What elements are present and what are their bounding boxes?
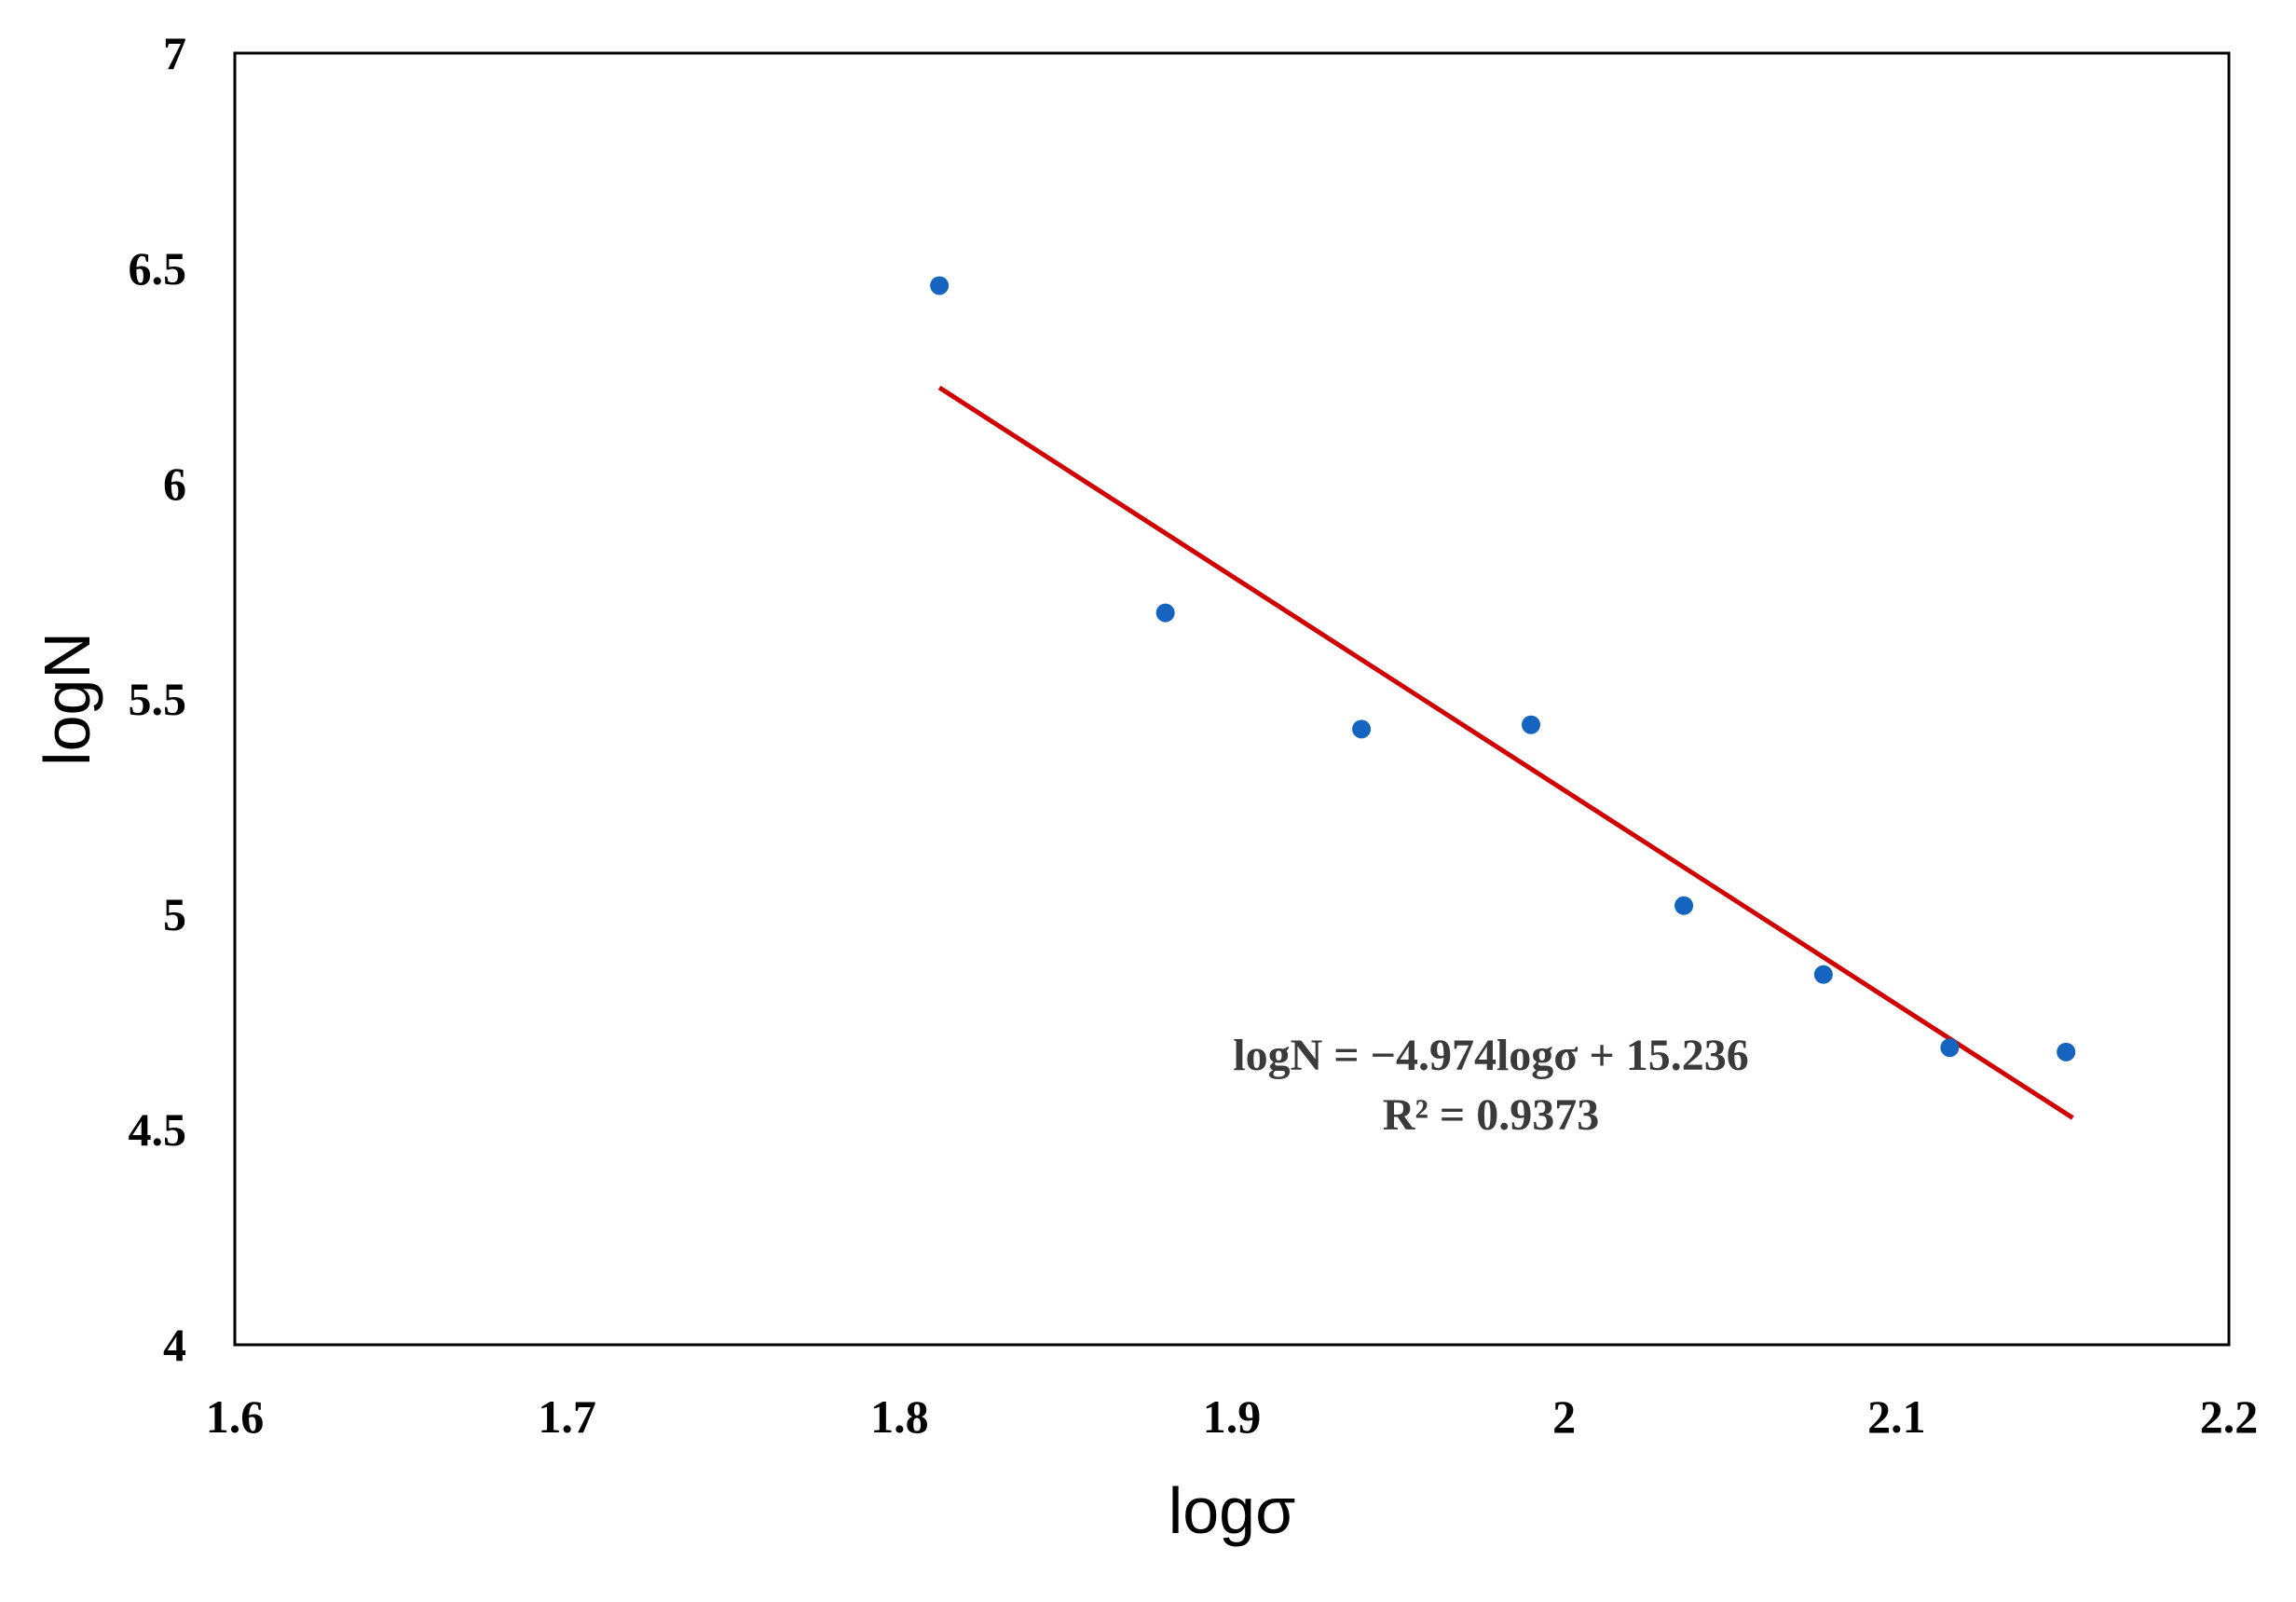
y-tick-labels: 4 4.5 5 5.5 6 6.5 7 <box>129 27 187 1371</box>
data-point <box>1155 603 1175 623</box>
trendline <box>937 385 2074 1120</box>
x-tick-label: 1.9 <box>1203 1390 1262 1443</box>
x-tick-label: 1.7 <box>538 1390 596 1443</box>
x-axis-title: logσ <box>1168 1474 1296 1547</box>
y-tick-label: 4 <box>163 1319 186 1371</box>
x-tick-label: 2.2 <box>2200 1390 2259 1443</box>
data-points <box>930 276 2076 1061</box>
data-point <box>1522 715 1540 734</box>
y-tick-label: 5 <box>163 888 186 940</box>
plot-frame <box>233 51 2231 1347</box>
x-tick-labels: 1.6 1.7 1.8 1.9 2 2.1 2.2 <box>206 1390 2259 1443</box>
data-point <box>930 276 950 295</box>
x-tick-label: 2 <box>1552 1390 1576 1443</box>
data-point <box>2057 1042 2076 1061</box>
y-tick-label: 4.5 <box>129 1103 187 1156</box>
data-point <box>1940 1038 1960 1058</box>
x-tick-label: 1.8 <box>870 1390 929 1443</box>
y-axis-title: logN <box>31 632 103 766</box>
data-point <box>1674 896 1694 915</box>
y-tick-label: 6.5 <box>129 242 187 294</box>
data-point <box>1352 719 1372 739</box>
equation-label: logN = −4.974logσ + 15.236 <box>1233 1031 1749 1080</box>
x-tick-label: 1.6 <box>206 1390 265 1443</box>
r-squared-label: R² = 0.9373 <box>1383 1090 1599 1140</box>
data-point <box>1813 965 1833 984</box>
x-tick-label: 2.1 <box>1867 1390 1926 1443</box>
y-tick-label: 7 <box>163 27 186 79</box>
y-tick-label: 5.5 <box>129 673 187 725</box>
y-tick-label: 6 <box>163 458 186 510</box>
